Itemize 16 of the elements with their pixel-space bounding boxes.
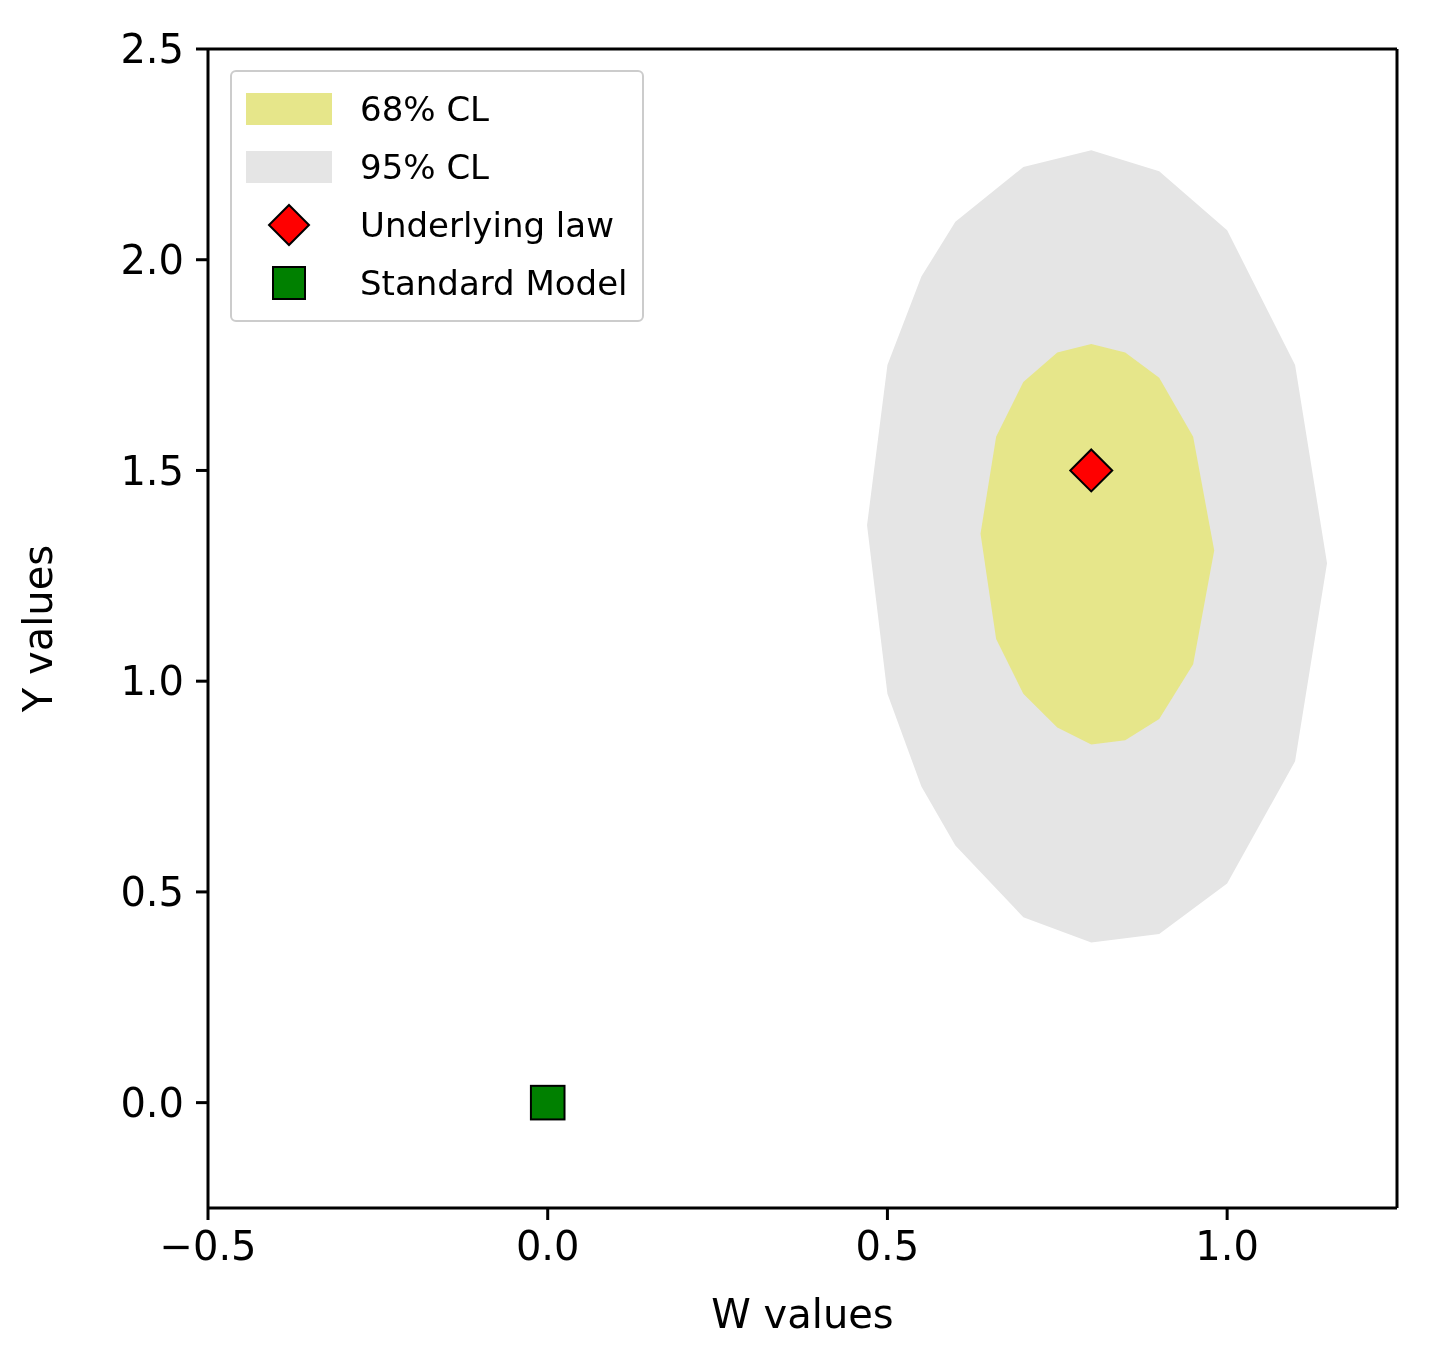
y-tick-label: 0.5 [120,869,184,916]
legend-label: 68% CL [360,89,490,129]
y-tick-label: 1.5 [120,447,184,494]
y-axis-title: Y values [15,544,62,714]
x-tick-label: 0.0 [515,1223,580,1270]
y-tick-label: 2.5 [120,26,184,73]
x-axis-title: W values [711,1291,894,1337]
x-tick-label: 1.0 [1195,1223,1259,1270]
legend-label: Underlying law [360,205,614,245]
x-tick-label: −0.5 [159,1223,257,1270]
legend-label: Standard Model [360,263,628,303]
legend-label: 95% CL [360,147,490,187]
x-tick-label: 0.5 [855,1223,920,1270]
y-tick-label: 0.0 [120,1079,184,1126]
y-tick-label: 2.0 [120,236,184,283]
y-tick-label: 1.0 [120,658,184,705]
